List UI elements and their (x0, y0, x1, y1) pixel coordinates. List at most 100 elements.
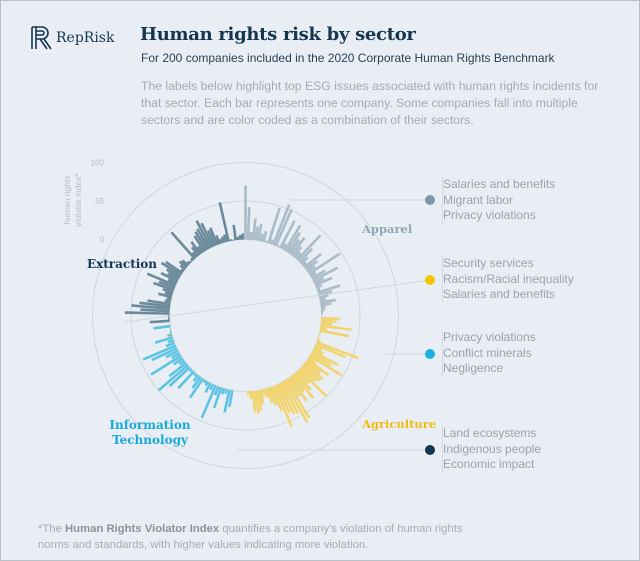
bar-information-technology (172, 357, 184, 366)
sector-label-information-technology: Information Technology (109, 418, 190, 447)
bar-extraction (139, 301, 171, 308)
bar-agriculture (320, 321, 332, 326)
bar-apparel (276, 244, 280, 248)
bar-apparel (267, 207, 281, 244)
bar-extraction (209, 227, 219, 246)
bar-apparel (298, 247, 314, 263)
tick-label: 100 (91, 159, 105, 168)
footnote: *The Human Rights Violator Index quantif… (38, 521, 468, 553)
bar-agriculture (249, 391, 253, 400)
bar-agriculture (309, 354, 343, 377)
bar-apparel (300, 256, 309, 265)
sector-dot-apparel (425, 195, 435, 205)
bar-agriculture (251, 390, 257, 413)
sector-dot-extraction (425, 445, 435, 455)
bar-information-technology (223, 389, 231, 413)
bar-information-technology (170, 352, 181, 360)
bar-extraction (153, 281, 175, 292)
bar-apparel (288, 238, 301, 255)
bar-information-technology (192, 374, 200, 382)
bar-apparel (316, 287, 321, 292)
bar-information-technology (167, 333, 173, 338)
bar-agriculture (303, 362, 325, 381)
bar-apparel (313, 277, 325, 284)
description: The labels below highlight top ESG issue… (141, 79, 599, 127)
grid-circle-100 (92, 162, 399, 469)
footnote-term: Human Rights Violator Index (65, 523, 220, 535)
bar-apparel (311, 269, 326, 280)
issue-item: Security services (443, 256, 534, 270)
bar-apparel (319, 294, 329, 299)
issue-item: Racism/Racial inequality (443, 271, 574, 286)
bar-agriculture (256, 390, 263, 411)
bar-agriculture (321, 316, 340, 321)
bar-apparel (251, 218, 257, 241)
bar-apparel (254, 226, 260, 241)
bar-extraction (190, 246, 200, 257)
bar-agriculture (259, 389, 265, 404)
bar-extraction (189, 260, 193, 263)
bar-extraction (193, 235, 206, 253)
bar-information-technology (168, 361, 187, 378)
issue-item: Salaries and benefits (443, 287, 556, 301)
sector-label-extraction: Extraction (87, 257, 157, 271)
issue-item: Conflict minerals (443, 345, 532, 360)
bar-information-technology (142, 344, 177, 361)
bar-information-technology (209, 383, 215, 391)
bar-extraction (191, 251, 198, 259)
bar-information-technology (200, 384, 217, 419)
bar-apparel (262, 230, 268, 242)
bar-apparel (269, 239, 274, 245)
bar-extraction (180, 268, 185, 273)
grid-circle-0 (169, 239, 322, 392)
bar-extraction (160, 261, 182, 277)
bar-information-technology (228, 390, 234, 408)
bar-apparel (306, 265, 316, 273)
bar-information-technology (167, 338, 175, 344)
bar-agriculture (304, 360, 322, 375)
bar-agriculture (298, 368, 328, 398)
bar-agriculture (307, 356, 318, 364)
bar-extraction (181, 259, 190, 267)
bar-agriculture (306, 358, 330, 377)
bar-information-technology (178, 359, 186, 366)
bar-extraction (149, 319, 170, 324)
bar-extraction (166, 297, 172, 301)
bar-apparel (257, 223, 263, 241)
bar-extraction (160, 271, 179, 283)
issues-list-apparel: Salaries and benefits Migrant labor Privac… (442, 177, 555, 224)
bar-apparel (308, 252, 341, 275)
bar-information-technology (168, 366, 191, 388)
bar-agriculture (319, 329, 349, 338)
issue-item: Land ecosystems (443, 426, 537, 440)
bar-agriculture (311, 350, 339, 367)
bar-apparel (294, 251, 302, 260)
bar-information-technology (191, 376, 202, 389)
bar-agriculture (290, 374, 306, 393)
issue-item: Salaries and benefits (443, 177, 556, 191)
bar-information-technology (189, 377, 205, 399)
bar-extraction (215, 234, 221, 245)
footnote-prefix: *The (38, 523, 66, 535)
bar-extraction (223, 234, 228, 243)
reprisk-logo: RepRisk (30, 25, 114, 51)
bar-information-technology (154, 336, 174, 344)
bar-apparel (249, 231, 253, 240)
bar-agriculture (292, 373, 315, 399)
bar-apparel (279, 220, 296, 249)
bar-extraction (124, 311, 170, 315)
bar-agriculture (296, 370, 310, 385)
bar-information-technology (220, 387, 226, 395)
bar-agriculture (284, 379, 311, 419)
issues-list-information-technology: Privacy violations Conflict minerals Negli… (442, 330, 536, 377)
bar-agriculture (264, 388, 269, 399)
bar-apparel (259, 233, 264, 242)
bar-agriculture (315, 343, 347, 359)
bar-apparel (290, 236, 306, 256)
bar-agriculture (278, 383, 296, 415)
bar-information-technology (204, 380, 210, 387)
issue-item: Privacy violations (443, 330, 536, 344)
bar-apparel (283, 224, 302, 252)
bar-apparel (292, 246, 303, 258)
